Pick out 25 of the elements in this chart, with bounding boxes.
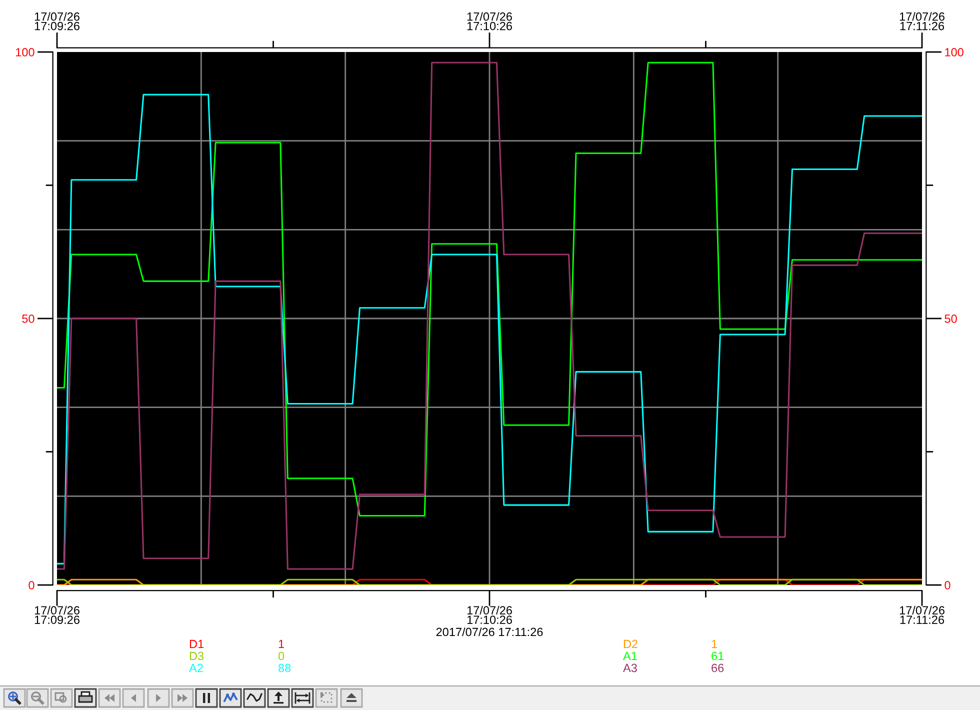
x2-tick-label: 17/07/26 17:11:26	[900, 12, 944, 30]
x2-tick-label: 17/07/26 17:10:26	[467, 12, 512, 30]
text: A3	[623, 664, 637, 672]
text: 2017/07/26 17:11:26	[436, 627, 543, 636]
y-tick-label: 0	[28, 581, 34, 590]
x-tick-label: 17/07/26 17:11:26	[900, 606, 944, 624]
y-tick-label: 100	[16, 48, 34, 56]
text: A1	[623, 652, 637, 660]
text: 1	[712, 640, 717, 648]
text: 1	[278, 640, 284, 648]
x-tick-label: 17/07/26 17:10:26	[467, 606, 512, 624]
text: 0	[278, 652, 284, 660]
text: 66	[712, 664, 724, 672]
y2-tick-label: 50	[944, 314, 957, 323]
text: D1	[190, 640, 204, 648]
x2-tick-label: 17/07/26 17:09:26	[34, 12, 80, 30]
text: D3	[190, 652, 204, 660]
text: D2	[624, 640, 638, 648]
x-tick-label: 17/07/26 17:09:26	[34, 606, 80, 624]
y-tick-label: 50	[22, 314, 34, 323]
text: 61	[712, 652, 724, 660]
y2-tick-label: 100	[945, 48, 964, 56]
y2-tick-label: 0	[944, 581, 950, 590]
text: A2	[189, 664, 203, 672]
text: 88	[278, 664, 291, 672]
